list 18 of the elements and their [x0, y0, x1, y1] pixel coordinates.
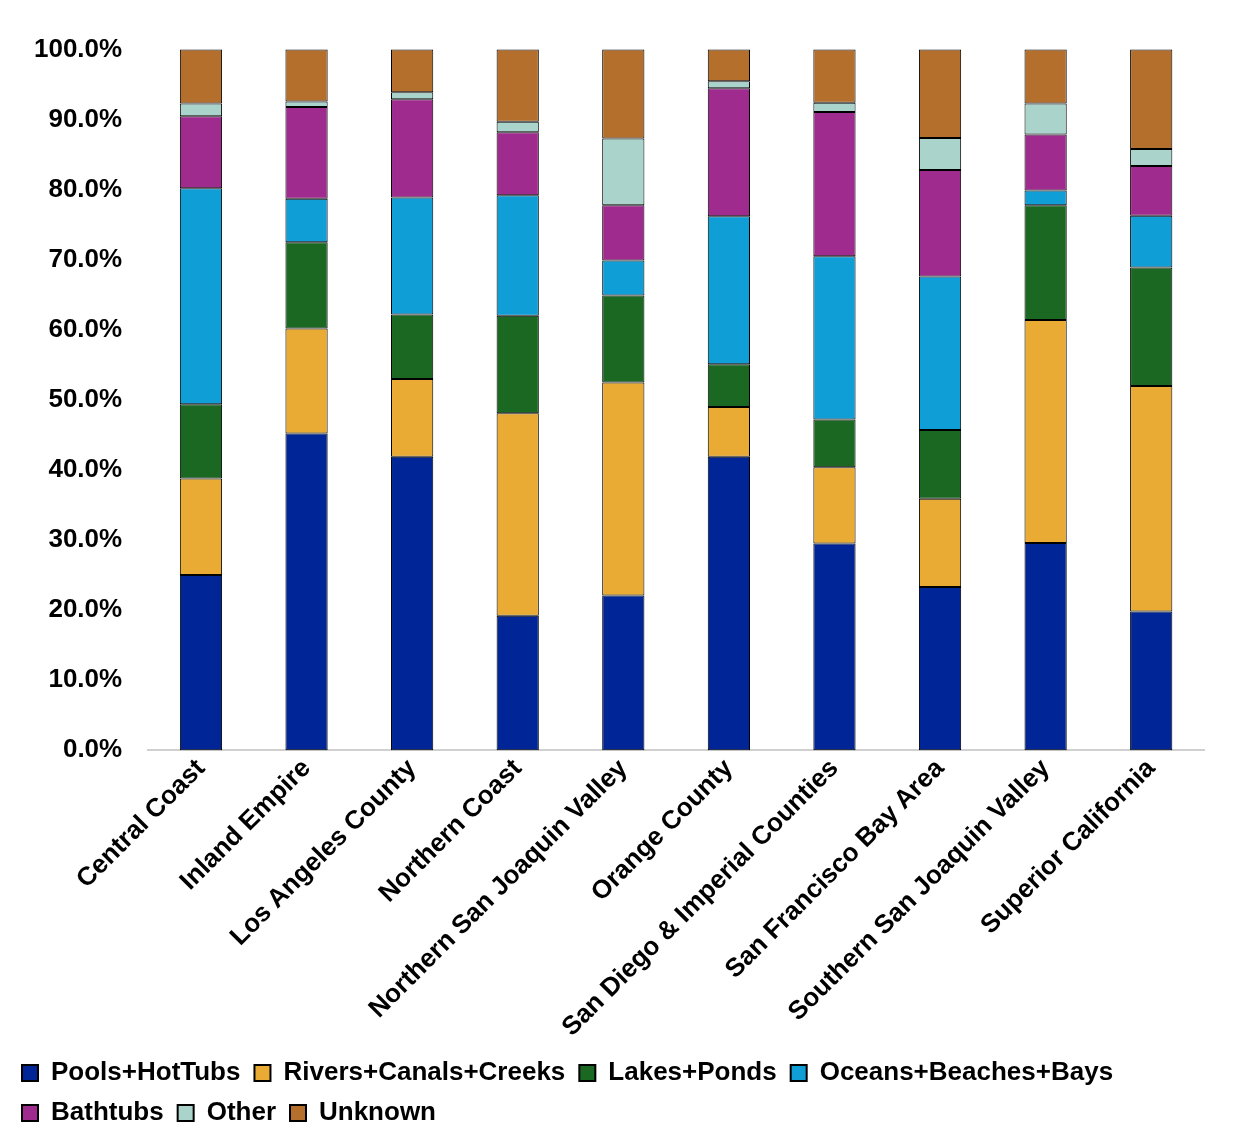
y-tick-label: 80.0% — [48, 172, 123, 203]
y-tick-label: 50.0% — [48, 383, 123, 414]
legend-label: Bathtubs — [51, 1096, 164, 1127]
y-tick-label: 60.0% — [48, 313, 123, 344]
y-tick-label: 70.0% — [48, 242, 123, 273]
y-tick-label: 90.0% — [48, 102, 123, 133]
legend-label: Unknown — [319, 1096, 436, 1127]
legend-label: Rivers+Canals+Creeks — [283, 1056, 566, 1087]
legend-label: Lakes+Ponds — [608, 1056, 777, 1087]
legend-label: Pools+HotTubs — [51, 1056, 241, 1087]
y-tick-label: 40.0% — [48, 453, 123, 484]
y-tick-label: 20.0% — [48, 593, 123, 624]
legend-label: Other — [206, 1096, 276, 1127]
y-tick-label: 10.0% — [48, 663, 123, 694]
y-tick-label: 30.0% — [48, 523, 123, 554]
y-tick-label: 0.0% — [62, 733, 123, 764]
y-tick-label: 100.0% — [33, 32, 123, 63]
legend-label: Oceans+Beaches+Bays — [819, 1056, 1114, 1087]
